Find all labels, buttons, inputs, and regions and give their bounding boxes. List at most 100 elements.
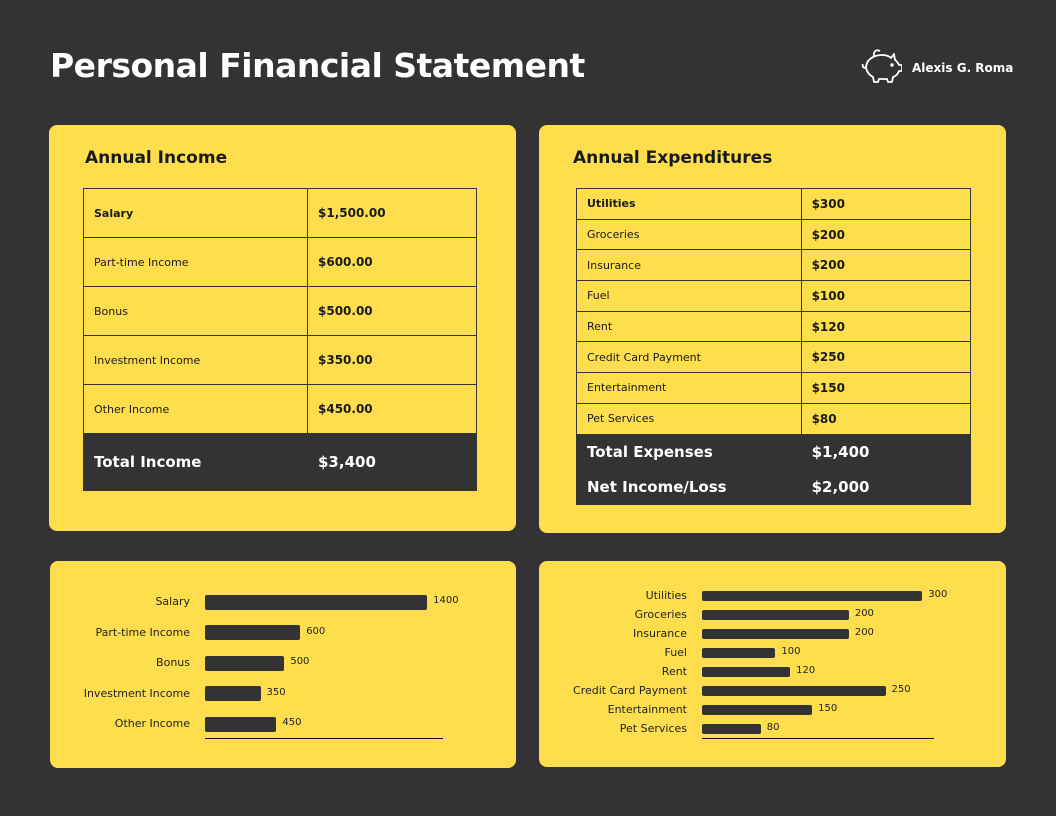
bar <box>702 591 923 601</box>
author-name: Alexis G. Roma <box>912 61 1014 75</box>
value-label: 120 <box>796 665 816 676</box>
row-label: Insurance <box>576 249 802 282</box>
expenses-card: Annual Expenditures Utilities $300 Groceri… <box>539 125 1006 533</box>
income-bar-chart: Salary 1400 Part-time Income 600 Bonus 500 Inv… <box>50 561 516 768</box>
x-axis-line <box>702 738 934 739</box>
value-label: 500 <box>290 656 310 667</box>
table-row: Pet Services $80 <box>576 402 972 435</box>
expenses-title: Annual Expenditures <box>573 148 773 168</box>
category-label: Utilities <box>645 589 687 602</box>
row-label: Groceries <box>576 218 802 251</box>
expenses-bar-chart: Utilities 300 Groceries 200 Insurance 200 Fuel… <box>539 561 1006 767</box>
row-value: $120 <box>800 310 972 343</box>
category-label: Insurance <box>633 627 687 640</box>
category-label: Rent <box>661 665 687 678</box>
value-label: 600 <box>306 625 326 637</box>
page-title: Personal Financial Statement <box>50 46 585 85</box>
table-row: Part-time Income $600.00 <box>83 237 477 287</box>
value-label: 100 <box>781 646 801 657</box>
row-value: $450.00 <box>307 384 477 434</box>
expenses-chart-card: Utilities 300 Groceries 200 Insurance 200 Fuel… <box>539 561 1006 767</box>
total-label: Total Expenses <box>576 433 802 470</box>
row-value: $300 <box>800 188 972 220</box>
category-label: Part-time Income <box>95 625 190 639</box>
value-label: 150 <box>818 703 838 714</box>
total-value: $1,400 <box>800 433 972 470</box>
value-label: 250 <box>891 684 911 695</box>
table-row: Fuel $100 <box>576 280 972 312</box>
bar <box>702 686 886 696</box>
total-label: Total Income <box>83 433 308 491</box>
table-row: Other Income $450.00 <box>83 384 477 434</box>
value-label: 350 <box>266 686 286 698</box>
bar <box>205 716 277 732</box>
row-label: Entertainment <box>576 372 802 404</box>
category-label: Credit Card Payment <box>573 684 687 697</box>
expenses-table: Utilities $300 Groceries $200 Insurance $200 F… <box>576 188 972 505</box>
row-value: $1,500.00 <box>307 188 477 238</box>
bar <box>702 724 761 734</box>
row-value: $500.00 <box>307 286 477 336</box>
value-label: 450 <box>282 717 302 728</box>
bar <box>702 610 849 620</box>
row-label: Investment Income <box>83 335 308 385</box>
row-label: Salary <box>83 188 308 238</box>
row-value: $150 <box>800 372 972 404</box>
x-axis-line <box>205 738 443 739</box>
value-label: 200 <box>854 608 874 619</box>
bar <box>205 625 301 640</box>
row-label: Fuel <box>576 280 802 312</box>
income-card: Annual Income Salary $1,500.00 Part-time I… <box>49 125 516 531</box>
bar <box>702 629 849 639</box>
total-label: Net Income/Loss <box>576 468 802 505</box>
bar <box>702 705 813 715</box>
row-label: Bonus <box>83 286 308 336</box>
total-row: Total Expenses $1,400 <box>576 433 972 470</box>
category-label: Pet Services <box>619 722 687 735</box>
bar <box>205 686 261 701</box>
row-label: Pet Services <box>576 402 802 435</box>
bar <box>205 594 428 610</box>
row-value: $80 <box>800 402 972 435</box>
row-value: $600.00 <box>307 237 477 287</box>
total-row: Net Income/Loss $2,000 <box>576 468 972 505</box>
value-label: 1400 <box>433 595 459 606</box>
author-brand: Alexis G. Roma <box>858 48 1013 88</box>
category-label: Groceries <box>634 608 687 621</box>
table-row: Rent $120 <box>576 310 972 343</box>
row-label: Other Income <box>83 384 308 434</box>
row-label: Rent <box>576 310 802 343</box>
row-value: $100 <box>800 280 972 312</box>
piggy-bank-icon <box>861 49 902 83</box>
bar <box>702 648 776 658</box>
value-label: 80 <box>766 722 780 733</box>
table-row: Investment Income $350.00 <box>83 335 477 385</box>
table-row: Bonus $500.00 <box>83 286 477 336</box>
row-value: $350.00 <box>307 335 477 385</box>
row-value: $250 <box>800 341 972 374</box>
value-label: 300 <box>928 589 948 600</box>
row-label: Utilities <box>576 188 802 220</box>
category-label: Entertainment <box>607 703 687 716</box>
table-row: Credit Card Payment $250 <box>576 341 972 374</box>
total-value: $3,400 <box>307 433 477 491</box>
table-row: Salary $1,500.00 <box>83 188 477 238</box>
income-title: Annual Income <box>85 148 228 168</box>
category-label: Fuel <box>664 646 687 659</box>
bar <box>205 655 285 671</box>
table-row: Groceries $200 <box>576 218 972 251</box>
total-value: $2,000 <box>800 468 972 505</box>
table-row: Utilities $300 <box>576 188 972 220</box>
income-chart-card: Salary 1400 Part-time Income 600 Bonus 500 Inv… <box>50 561 516 768</box>
table-row: Entertainment $150 <box>576 372 972 404</box>
value-label: 200 <box>854 627 874 638</box>
total-row: Total Income $3,400 <box>83 433 477 491</box>
row-label: Credit Card Payment <box>576 341 802 374</box>
table-row: Insurance $200 <box>576 249 972 282</box>
row-value: $200 <box>800 218 972 251</box>
category-label: Investment Income <box>83 686 190 700</box>
category-label: Bonus <box>156 656 190 669</box>
bar <box>702 667 791 677</box>
income-table: Salary $1,500.00 Part-time Income $600.00 Bo… <box>83 188 477 491</box>
category-label: Salary <box>155 595 190 608</box>
